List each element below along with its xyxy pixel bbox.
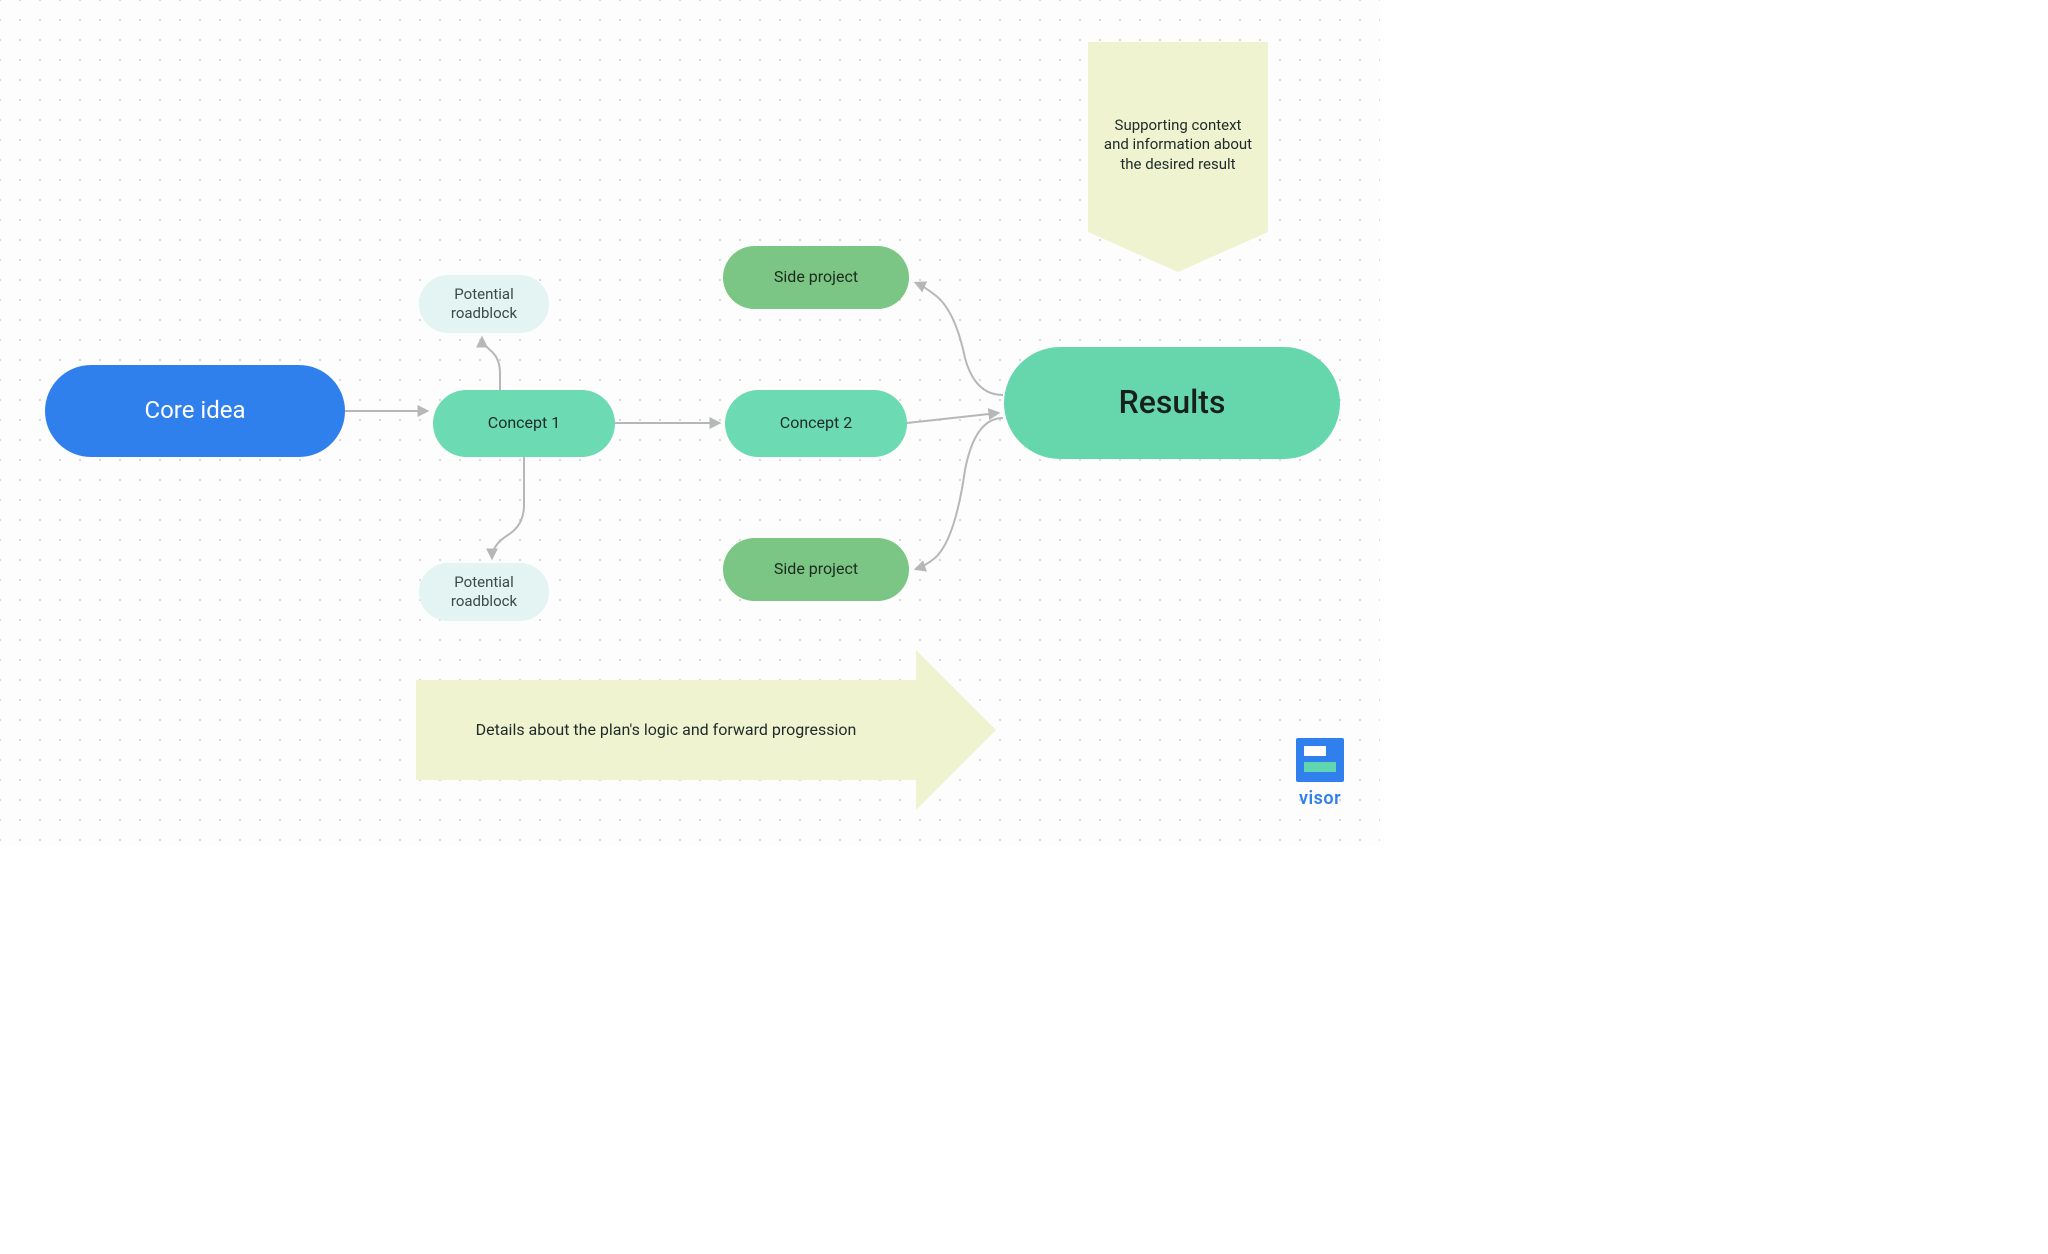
node-roadblock-bottom-label: Potential roadblock — [433, 573, 535, 612]
node-core-idea[interactable]: Core idea — [45, 365, 345, 457]
node-side-project-top-label: Side project — [774, 267, 858, 288]
node-side-project-bottom-label: Side project — [774, 559, 858, 580]
visor-logo-icon — [1296, 738, 1344, 782]
node-core-idea-label: Core idea — [144, 395, 245, 426]
node-roadblock-top[interactable]: Potential roadblock — [419, 275, 549, 333]
node-roadblock-top-label: Potential roadblock — [433, 285, 535, 324]
node-side-project-bottom[interactable]: Side project — [723, 538, 909, 601]
node-concept-1[interactable]: Concept 1 — [433, 390, 615, 457]
node-concept-2[interactable]: Concept 2 — [725, 390, 907, 457]
node-results-label: Results — [1119, 382, 1226, 424]
visor-logo: visor — [1296, 738, 1344, 809]
visor-logo-text: visor — [1296, 788, 1344, 809]
node-concept-2-label: Concept 2 — [780, 413, 852, 434]
node-side-project-top[interactable]: Side project — [723, 246, 909, 309]
progression-arrow-label: Details about the plan's logic and forwa… — [416, 680, 916, 780]
node-results[interactable]: Results — [1004, 347, 1340, 459]
context-ribbon-text: Supporting context and information about… — [1102, 116, 1254, 175]
node-concept-1-label: Concept 1 — [488, 413, 560, 434]
node-roadblock-bottom[interactable]: Potential roadblock — [419, 563, 549, 621]
progression-arrow-text: Details about the plan's logic and forwa… — [476, 720, 857, 741]
context-ribbon-label: Supporting context and information about… — [1088, 80, 1268, 210]
